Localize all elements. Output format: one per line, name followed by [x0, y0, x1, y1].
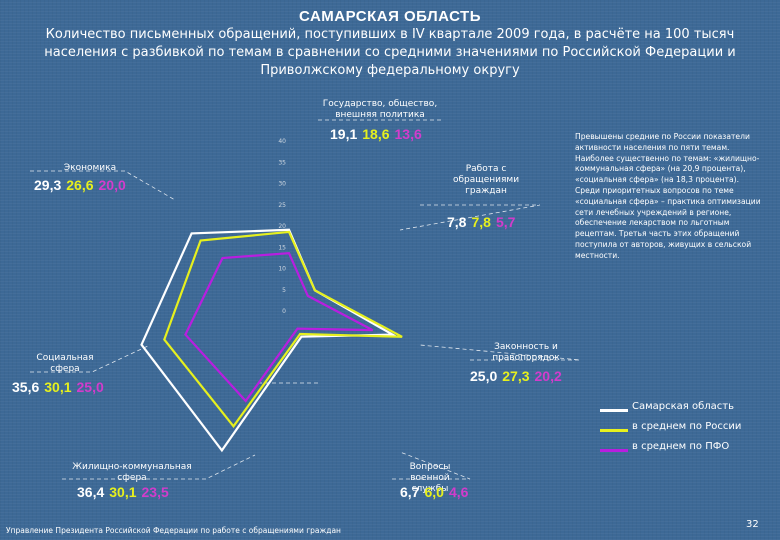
value-samara-law: 25,0	[470, 368, 498, 384]
values-work: 7,8 7,8 5,7	[447, 214, 520, 230]
category-label-law: Законность и правопорядок	[492, 342, 560, 363]
label-leader-line	[399, 204, 541, 231]
value-russia-social: 30,1	[44, 379, 72, 395]
analysis-note: Превышены средние по России показатели а…	[575, 132, 761, 260]
page-title: САМАРСКАЯ ОБЛАСТЬ	[299, 8, 481, 25]
legend-label-pfo: в среднем по ПФО	[632, 441, 730, 452]
chart-legend: Самарская область в среднем по России в …	[600, 400, 770, 460]
radial-tick-label: 25	[278, 202, 286, 209]
value-russia-economy: 26,6	[66, 177, 94, 193]
value-samara-military: 6,7	[400, 484, 420, 500]
value-samara-housing: 36,4	[77, 484, 105, 500]
page-subtitle: Количество письменных обращений, поступи…	[44, 27, 736, 78]
label-leader-line	[392, 451, 471, 480]
label-leader-line	[30, 170, 176, 201]
legend-swatch-samara	[600, 409, 628, 412]
values-politics: 19,1 18,6 13,6	[330, 126, 427, 142]
category-label-housing: Жилищно-коммунальная сфера	[72, 462, 192, 483]
values-military: 6,7 6,0 4,6	[400, 484, 473, 500]
series-russia-line	[163, 230, 403, 429]
radial-tick-label: 30	[278, 181, 286, 188]
page-number: 32	[746, 519, 759, 530]
value-samara-politics: 19,1	[330, 126, 358, 142]
series-pfo-line	[184, 252, 374, 403]
value-pfo-economy: 20,0	[98, 177, 126, 193]
legend-swatch-pfo	[600, 449, 628, 452]
value-pfo-law: 20,2	[534, 368, 562, 384]
values-law: 25,0 27,3 20,2	[470, 368, 567, 384]
radial-tick-label: 40	[278, 138, 286, 145]
legend-label-russia: в среднем по России	[632, 421, 742, 432]
value-russia-housing: 30,1	[109, 484, 137, 500]
values-economy: 29,3 26,6 20,0	[34, 177, 131, 193]
radial-tick-label: 10	[278, 266, 286, 273]
value-russia-work: 7,8	[471, 214, 491, 230]
value-pfo-social: 25,0	[76, 379, 104, 395]
value-russia-law: 27,3	[502, 368, 530, 384]
value-pfo-housing: 23,5	[141, 484, 169, 500]
category-label-work: Работа с обращениями граждан	[452, 164, 520, 196]
legend-item-samara: Самарская область	[600, 400, 770, 420]
radial-tick-label: 35	[278, 159, 286, 166]
value-russia-politics: 18,6	[362, 126, 390, 142]
value-samara-economy: 29,3	[34, 177, 62, 193]
radial-tick-label: 5	[282, 287, 286, 294]
value-pfo-work: 5,7	[495, 214, 516, 230]
radial-tick-label: 20	[278, 223, 286, 230]
value-russia-military: 6,0	[424, 484, 444, 500]
values-housing: 36,4 30,1 23,5	[77, 484, 174, 500]
category-label-social: Социальная сфера	[36, 353, 94, 374]
radial-tick-label: 0	[282, 308, 286, 315]
category-label-economy: Экономика	[63, 163, 117, 173]
category-label-military: Вопросы военной службы	[409, 462, 451, 494]
legend-item-pfo: в среднем по ПФО	[600, 440, 770, 460]
legend-item-russia: в среднем по России	[600, 420, 770, 440]
legend-label-samara: Самарская область	[632, 401, 735, 412]
values-social: 35,6 30,1 25,0	[12, 379, 109, 395]
value-pfo-military: 4,6	[448, 484, 469, 500]
value-samara-work: 7,8	[447, 214, 467, 230]
legend-swatch-russia	[600, 429, 628, 432]
label-leader-line	[419, 344, 581, 361]
radial-tick-label: 15	[278, 244, 286, 251]
value-pfo-politics: 13,6	[394, 126, 422, 142]
series-samara-line	[140, 228, 397, 453]
label-leader-line	[62, 454, 256, 480]
footer-organization: Управление Президента Российской Федерац…	[6, 526, 341, 535]
category-label-politics: Государство, общество, внешняя политика	[322, 99, 438, 120]
value-samara-social: 35,6	[12, 379, 40, 395]
